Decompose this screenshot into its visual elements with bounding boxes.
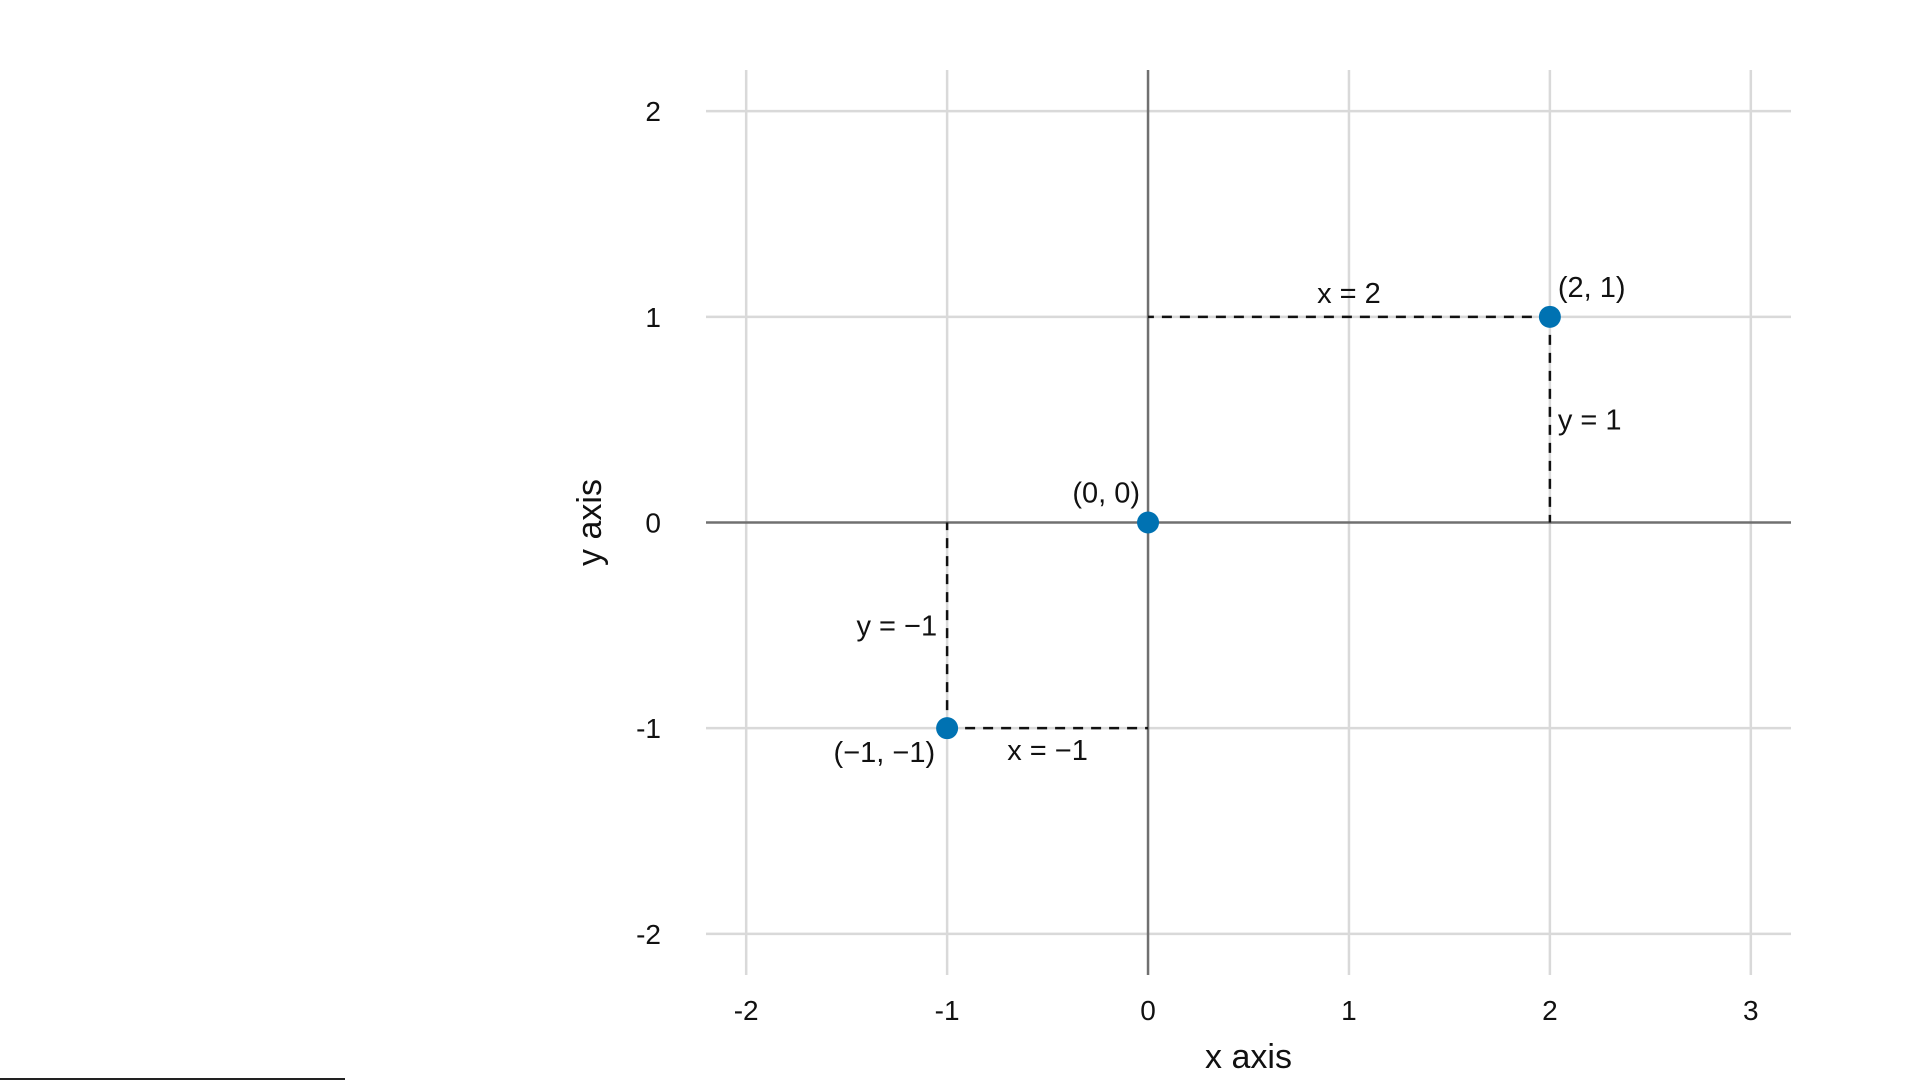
y-axis-title: y axis <box>571 479 609 566</box>
tick-labels: -2 -1 0 1 2 3 -2 -1 0 1 2 <box>636 96 1759 1026</box>
guide-label-x-neg: x = −1 <box>1007 735 1088 767</box>
y-tick-label: 2 <box>645 96 661 127</box>
guide-label-y-neg: y = −1 <box>856 610 937 642</box>
x-tick-label: -1 <box>935 995 960 1026</box>
y-tick-label: 0 <box>645 508 661 539</box>
x-tick-label: 2 <box>1542 995 1558 1026</box>
y-tick-label: -1 <box>636 713 661 744</box>
guide-label-y-pos: y = 1 <box>1558 405 1622 437</box>
point-label: (0, 0) <box>1072 478 1140 510</box>
data-point <box>1137 511 1160 534</box>
x-axis-title: x axis <box>1205 1038 1292 1076</box>
x-tick-label: 0 <box>1140 995 1156 1026</box>
y-tick-label: -2 <box>636 919 661 950</box>
x-tick-label: -2 <box>734 995 759 1026</box>
data-point <box>1538 305 1561 328</box>
guide-lines <box>945 315 1552 730</box>
data-points <box>936 305 1561 740</box>
point-label: (2, 1) <box>1558 272 1626 304</box>
x-tick-label: 3 <box>1743 995 1759 1026</box>
y-tick-label: 1 <box>645 302 661 333</box>
guide-label-x-pos: x = 2 <box>1317 278 1381 310</box>
bottom-rule <box>0 1078 345 1080</box>
annotations: (−1, −1) (0, 0) (2, 1) x = −1 y = −1 x = 2 y =… <box>834 272 1626 769</box>
zero-axes <box>706 70 1791 975</box>
data-point <box>936 717 959 740</box>
point-label: (−1, −1) <box>834 737 936 769</box>
x-tick-label: 1 <box>1341 995 1357 1026</box>
